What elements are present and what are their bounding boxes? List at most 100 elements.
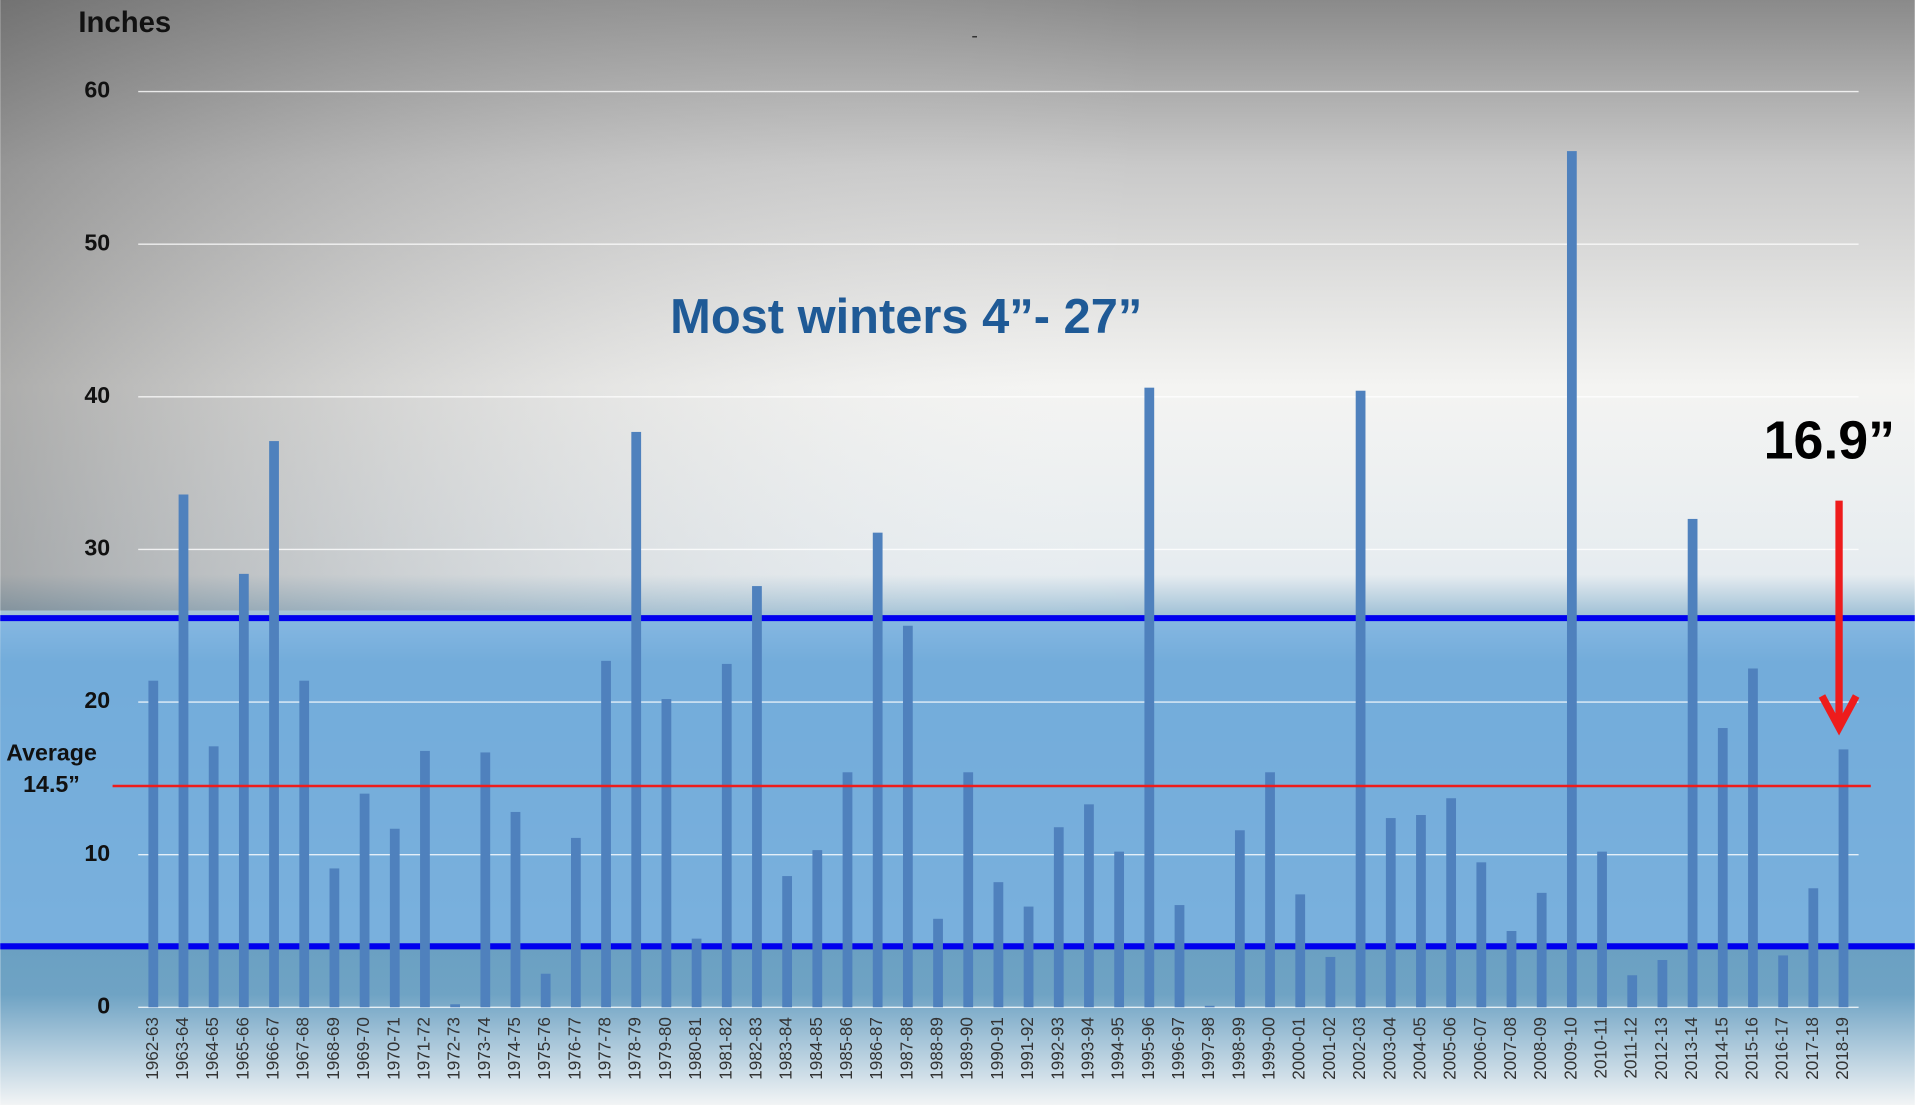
bar [692,939,702,1008]
bar [1778,955,1788,1007]
bar [963,772,973,1007]
bar [1476,862,1486,1007]
bar [1416,815,1426,1007]
bar [843,772,853,1007]
y-axis-label: Inches [78,6,171,39]
x-tick-label: 1968-69 [324,1017,343,1080]
bar [1688,519,1698,1007]
x-tick-label: 1971-72 [414,1017,433,1080]
x-tick-label: 1981-82 [716,1017,735,1080]
callout: 16.9” [1764,411,1895,471]
bar [1175,905,1185,1007]
bar [1235,830,1245,1007]
x-tick-label: 1985-86 [837,1017,856,1080]
x-tick-label: 1973-74 [475,1017,494,1080]
x-tick-label: 1976-77 [565,1017,584,1080]
x-tick-label: 1994-95 [1109,1017,1128,1080]
x-tick-label: 2015-16 [1742,1017,1761,1080]
x-tick-label: 1963-64 [173,1017,192,1080]
chart: 01020304050601962-631963-641964-651965-6… [0,0,1915,1105]
bar [994,882,1004,1007]
y-tick-label: 10 [84,840,110,866]
x-tick-label: 1969-70 [354,1017,373,1080]
range-band [0,618,1915,946]
x-tick-label: 1997-98 [1199,1017,1218,1080]
x-tick-label: 1974-75 [505,1017,524,1080]
x-tick-label: 2011-12 [1622,1017,1641,1078]
x-tick-label: 2005-06 [1441,1017,1460,1080]
x-tick-label: 1983-84 [777,1017,796,1080]
x-tick-label: 1989-90 [958,1017,977,1080]
bar [1748,668,1758,1007]
bar [722,664,732,1007]
x-tick-label: 1980-81 [686,1017,705,1080]
bar [1839,749,1849,1007]
average-value: 14.5” [23,771,80,797]
bar [1326,957,1336,1007]
x-tick-label: 2007-08 [1501,1017,1520,1080]
bar [662,699,672,1007]
bar [903,626,913,1008]
x-tick-label: 1993-94 [1078,1017,1097,1080]
x-tick-label: 1998-99 [1229,1017,1248,1080]
x-tick-label: 1995-96 [1139,1017,1158,1080]
x-tick-label: 1982-83 [746,1017,765,1080]
x-tick-label: 1979-80 [656,1017,675,1080]
bar [480,752,490,1007]
bar [631,432,641,1007]
bar [752,586,762,1007]
subtitle: - [971,25,978,47]
y-tick-label: 0 [97,992,110,1018]
bar [1205,1006,1215,1008]
bar [1024,907,1034,1008]
x-tick-label: 1977-78 [596,1017,615,1080]
bar [1567,151,1577,1007]
x-tick-label: 2001-02 [1320,1017,1339,1080]
x-tick-label: 1978-79 [626,1017,645,1080]
bar [1386,818,1396,1007]
bar [873,533,883,1008]
x-tick-label: 2016-17 [1773,1017,1792,1080]
x-tick-label: 1991-92 [1018,1017,1037,1080]
x-tick-label: 2010-11 [1592,1017,1611,1078]
x-tick-label: 1970-71 [384,1017,403,1080]
bar [330,868,340,1007]
y-tick-label: 50 [84,229,110,255]
bar [360,794,370,1008]
bar [571,838,581,1007]
x-tick-label: 1992-93 [1048,1017,1067,1080]
bar [1054,827,1064,1007]
bar [1808,888,1818,1007]
bar [601,661,611,1007]
x-tick-label: 2002-03 [1350,1017,1369,1080]
bar [1356,391,1366,1008]
x-tick-label: 2000-01 [1290,1017,1309,1080]
x-tick-label: 2017-18 [1803,1017,1822,1080]
x-tick-label: 1965-66 [233,1017,252,1080]
y-tick-label: 60 [84,77,110,103]
bar [1265,772,1275,1007]
bar [511,812,521,1007]
x-tick-label: 1966-67 [264,1017,283,1080]
bar [1084,804,1094,1007]
x-tick-label: 1972-73 [445,1017,464,1080]
bar [812,850,822,1007]
x-tick-label: 1988-89 [928,1017,947,1080]
x-tick-label: 1986-87 [867,1017,886,1080]
x-tick-label: 1962-63 [143,1017,162,1080]
y-tick-label: 20 [84,687,110,713]
x-tick-label: 1975-76 [535,1017,554,1080]
bar [269,441,279,1007]
annotation: Most winters 4”- 27” [670,290,1142,344]
bar [390,829,400,1008]
x-tick-label: 1967-68 [294,1017,313,1080]
x-tick-label: 1999-00 [1260,1017,1279,1080]
bar [148,681,158,1008]
x-tick-label: 2004-05 [1410,1017,1429,1080]
x-tick-label: 1964-65 [203,1017,222,1080]
x-tick-label: 1984-85 [807,1017,826,1080]
bar [1114,852,1124,1008]
x-tick-label: 2018-19 [1833,1017,1852,1080]
bar [1718,728,1728,1007]
x-tick-label: 2003-04 [1380,1017,1399,1080]
